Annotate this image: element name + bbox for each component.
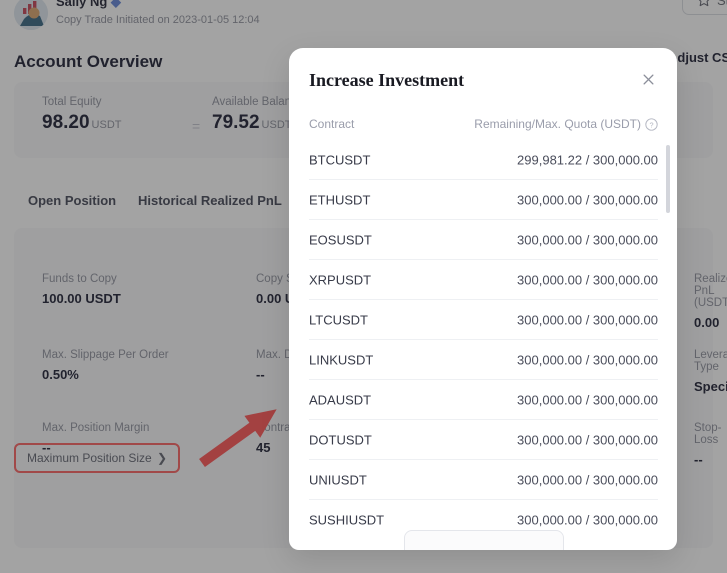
svg-text:?: ? [649,120,653,129]
